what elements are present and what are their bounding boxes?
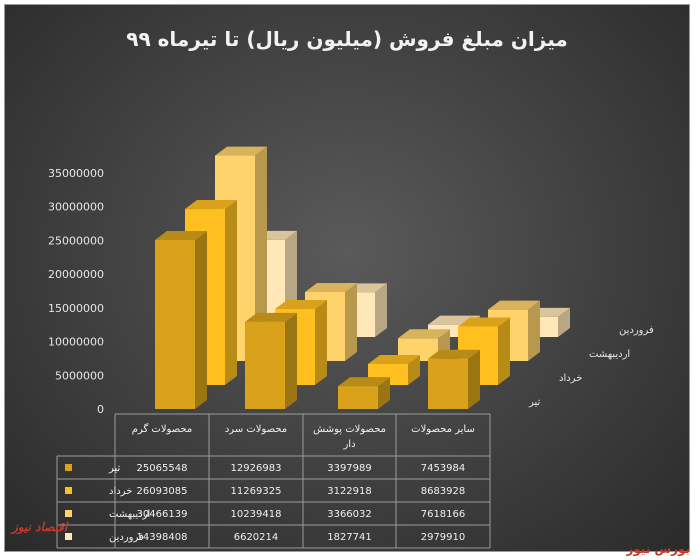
y-tick-label: 0 bbox=[97, 403, 104, 416]
category-label: محصولات سرد bbox=[225, 424, 287, 435]
legend-swatch bbox=[65, 487, 72, 494]
bar-side bbox=[498, 317, 510, 385]
table-cell-value: 10239418 bbox=[231, 509, 282, 520]
bar-top bbox=[488, 300, 540, 310]
table-cell-value: 11269325 bbox=[231, 486, 282, 497]
bar-top bbox=[368, 354, 420, 364]
category-label: محصولات پوشش bbox=[313, 424, 386, 435]
table-cell-value: 6620214 bbox=[234, 532, 279, 543]
table-cell-value: 7453984 bbox=[421, 463, 466, 474]
table-cell-value: 12926983 bbox=[231, 463, 282, 474]
bar-side bbox=[558, 307, 570, 337]
legend-swatch bbox=[65, 533, 72, 540]
bar-top bbox=[215, 146, 267, 156]
watermark-logo-right: بورس نیوز bbox=[626, 542, 690, 556]
legend-label: خرداد bbox=[109, 486, 132, 497]
table-cell-value: 8683928 bbox=[421, 486, 466, 497]
bar-side bbox=[225, 200, 237, 385]
y-tick-label: 5000000 bbox=[55, 369, 104, 382]
bar-1-2 bbox=[245, 321, 285, 409]
bar-top bbox=[245, 312, 297, 322]
y-tick-label: 20000000 bbox=[48, 268, 104, 281]
y-tick-label: 10000000 bbox=[48, 336, 104, 349]
bar-side bbox=[375, 283, 387, 337]
bar-side bbox=[408, 354, 420, 385]
bar-top bbox=[428, 349, 480, 359]
legend-label: تیر bbox=[108, 463, 121, 474]
legend-label: اردیبهشت bbox=[109, 509, 150, 520]
table-cell-value: 1827741 bbox=[327, 532, 372, 543]
chart-svg: 0 5000000 10000000 15000000 20000000 25000000… bbox=[48, 146, 654, 549]
bar-top bbox=[185, 200, 237, 210]
legend-swatch bbox=[65, 464, 72, 471]
bar-1-4 bbox=[428, 358, 468, 409]
table-cell-value: 25065548 bbox=[137, 463, 188, 474]
chart-title: میزان مبلغ فروش (میلیون ریال) تا تیرماه … bbox=[126, 27, 568, 51]
table-cell-value: 14398408 bbox=[137, 532, 188, 543]
bar-top bbox=[155, 230, 207, 240]
bar-side bbox=[315, 300, 327, 385]
depth-axis-label: فروردین bbox=[619, 325, 654, 336]
bar-1-3 bbox=[338, 386, 378, 409]
chart-frame: میزان مبلغ فروش (میلیون ریال) تا تیرماه … bbox=[4, 4, 690, 552]
bar-top bbox=[458, 317, 510, 327]
bar-top bbox=[338, 377, 390, 387]
table-cell-value: 26093085 bbox=[137, 486, 188, 497]
bar-side bbox=[285, 312, 297, 409]
bar-top bbox=[305, 282, 357, 292]
bar-top bbox=[275, 300, 327, 310]
bar-top bbox=[398, 329, 450, 339]
y-tick-label: 30000000 bbox=[48, 201, 104, 214]
bar-side bbox=[195, 230, 207, 409]
depth-axis-label: خرداد bbox=[559, 373, 582, 384]
bar-1-1 bbox=[155, 239, 195, 409]
table-cell-value: 3397989 bbox=[327, 463, 372, 474]
y-tick-label: 15000000 bbox=[48, 302, 104, 315]
depth-axis-label: تیر bbox=[528, 397, 541, 408]
y-tick-label: 35000000 bbox=[48, 167, 104, 180]
legend-label: فروردین bbox=[109, 532, 144, 543]
table-cell-value: 3122918 bbox=[327, 486, 372, 497]
watermark-logo-left: اقتصاد نیوز bbox=[12, 520, 68, 534]
y-tick-label: 25000000 bbox=[48, 234, 104, 247]
table-cell-value: 7618166 bbox=[421, 509, 466, 520]
bar-side bbox=[345, 282, 357, 361]
depth-axis-label: اردیبهشت bbox=[589, 349, 630, 360]
category-label: محصولات گرم bbox=[132, 423, 192, 435]
table-cell-value: 3366032 bbox=[327, 509, 372, 520]
category-label: سایر محصولات bbox=[411, 424, 475, 435]
table-cell-value: 2979910 bbox=[421, 532, 466, 543]
bar-side bbox=[378, 377, 390, 409]
category-label: دار bbox=[342, 439, 355, 450]
table-cell-value: 30466139 bbox=[137, 509, 188, 520]
bar-side bbox=[255, 146, 267, 361]
legend-swatch bbox=[65, 510, 72, 517]
bar-side bbox=[468, 349, 480, 409]
bar-side bbox=[528, 300, 540, 361]
